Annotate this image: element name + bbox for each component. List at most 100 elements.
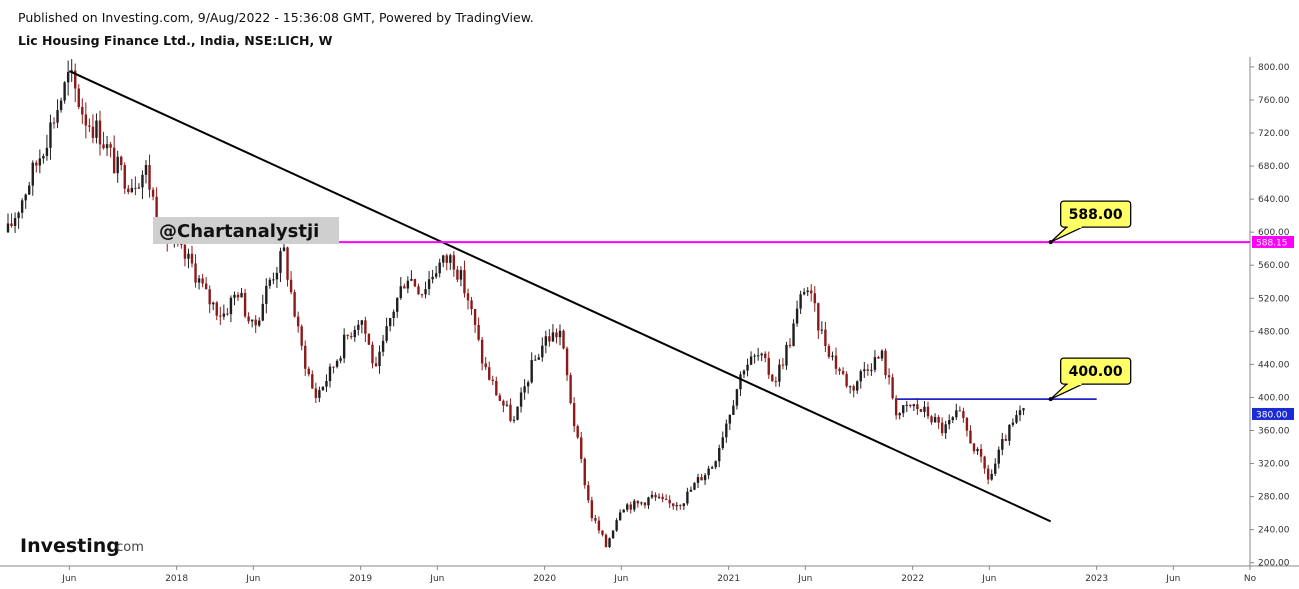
candle-body	[739, 374, 742, 390]
callout-anchor-dot	[1048, 240, 1053, 245]
candle-body	[388, 318, 392, 327]
candle-body	[187, 253, 190, 259]
candle-body	[647, 497, 650, 506]
candle-body	[979, 448, 983, 457]
candle-body	[838, 368, 841, 372]
candle-body	[77, 88, 80, 107]
candle-body	[105, 144, 109, 149]
candle-body	[873, 357, 877, 370]
chart-frame	[0, 57, 1299, 567]
callout-label: 588.00	[1069, 207, 1123, 223]
candle-body	[795, 308, 799, 324]
candle-body	[781, 364, 785, 366]
candle-body	[817, 303, 820, 331]
candle-body	[633, 500, 636, 510]
candle-body	[778, 364, 781, 382]
brand-suffix: .com	[112, 540, 144, 555]
candle-body	[371, 344, 374, 364]
candle-body	[243, 292, 247, 317]
candle-body	[417, 286, 420, 295]
candle-body	[13, 218, 17, 226]
candle-body	[332, 366, 335, 368]
candle-body	[17, 212, 20, 219]
investing-logo: Investing.com	[20, 535, 144, 557]
watermark-background	[153, 217, 339, 244]
candle-body	[374, 363, 378, 367]
candle-body	[516, 406, 519, 420]
candle-body	[275, 272, 279, 280]
candle-body	[396, 298, 399, 312]
candle-body	[792, 323, 795, 347]
candle-body	[742, 370, 746, 375]
x-tick-label: 2018	[165, 574, 188, 584]
y-tick-label: 440.00	[1258, 360, 1290, 370]
candle-body	[208, 289, 211, 305]
candle-body	[250, 319, 254, 322]
candle-body	[66, 72, 70, 83]
candle-body	[799, 294, 802, 309]
candle-body	[155, 196, 158, 225]
candle-body	[937, 417, 940, 423]
candle-body	[650, 494, 654, 498]
candle-body	[6, 223, 10, 233]
candle-body	[728, 414, 732, 424]
candle-body	[629, 504, 632, 510]
callout-box	[1060, 200, 1132, 228]
candle-body	[116, 156, 119, 174]
candle-body	[144, 165, 148, 175]
candle-body	[335, 360, 339, 367]
x-tick-label: Jun	[797, 574, 812, 584]
candle-body	[318, 390, 321, 398]
candle-body	[555, 332, 558, 338]
candle-body	[28, 185, 31, 195]
candle-body	[304, 345, 307, 369]
price-tag	[1252, 407, 1294, 420]
candles	[6, 59, 1025, 548]
candle-body	[725, 423, 728, 438]
candle-body	[583, 458, 586, 486]
candle-body	[523, 386, 526, 393]
candle-body	[930, 416, 933, 423]
candle-body	[431, 276, 434, 280]
candle-body	[753, 355, 756, 357]
candle-body	[558, 330, 562, 338]
y-tick-label: 760.00	[1258, 96, 1290, 106]
candle-body	[10, 223, 13, 226]
candle-body	[484, 363, 487, 368]
candle-body	[495, 380, 498, 396]
candle-body	[385, 326, 388, 341]
candle-body	[321, 386, 325, 391]
trendline-line	[68, 70, 1052, 523]
candle-body	[541, 345, 544, 358]
candle-body	[622, 509, 625, 513]
candle-body	[643, 502, 647, 506]
x-tick-label: 2023	[1085, 574, 1108, 584]
drawn-lines	[68, 70, 1250, 523]
published-caption: Published on Investing.com, 9/Aug/2022 -…	[18, 10, 534, 25]
candle-body	[470, 300, 473, 310]
candle-body	[994, 463, 997, 474]
candle-body	[863, 369, 866, 372]
candle-body	[519, 392, 523, 407]
callout-pointer	[1050, 383, 1083, 400]
candle-body	[477, 324, 480, 340]
candle-body	[328, 366, 332, 382]
candle-body	[537, 357, 540, 360]
candle-body	[98, 120, 102, 145]
x-tick-label: 2019	[349, 574, 372, 584]
x-tick-label: Jun	[61, 574, 76, 584]
candle-body	[406, 280, 410, 289]
candle-body	[466, 293, 470, 301]
candle-body	[597, 520, 601, 531]
candle-body	[293, 292, 296, 317]
candle-body	[884, 350, 887, 376]
candle-body	[197, 278, 201, 283]
candle-body	[912, 404, 916, 407]
candle-body	[604, 534, 608, 548]
candle-body	[123, 165, 126, 189]
candle-body	[894, 398, 898, 416]
y-tick-label: 600.00	[1258, 228, 1290, 238]
candle-body	[120, 156, 123, 166]
candle-body	[42, 155, 45, 159]
